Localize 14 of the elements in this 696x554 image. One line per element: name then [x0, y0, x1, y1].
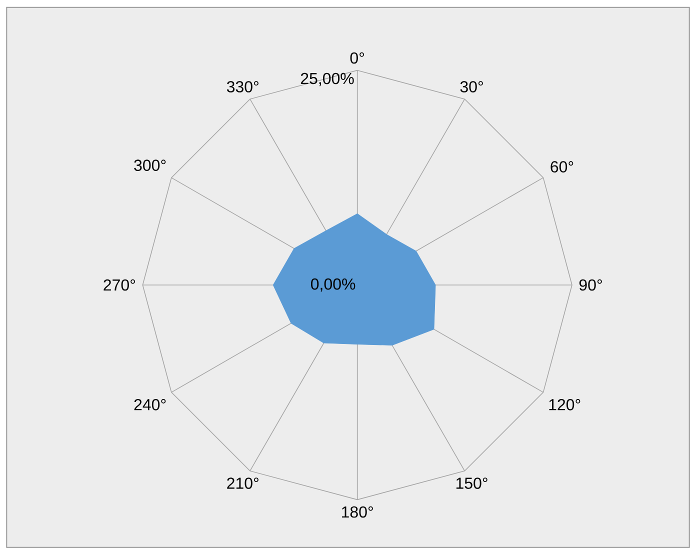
spoke-label: 210° — [227, 478, 258, 489]
spoke-label: 120° — [549, 399, 580, 410]
spoke-label: 90° — [579, 279, 602, 291]
spoke-label: 180° — [342, 506, 373, 518]
spoke-label: 60° — [550, 161, 574, 172]
spoke-label: 240° — [134, 399, 166, 410]
spoke-label: 300° — [134, 160, 166, 171]
y-tick-label: 0,00% — [310, 278, 356, 292]
spoke-label: 330° — [226, 81, 258, 92]
spoke-label: 270° — [104, 279, 136, 291]
spoke-label: 150° — [456, 478, 488, 489]
spoke-label: 30° — [460, 81, 483, 92]
y-tick-label: 25,00% — [300, 72, 354, 86]
spoke-label: 0° — [350, 52, 364, 64]
